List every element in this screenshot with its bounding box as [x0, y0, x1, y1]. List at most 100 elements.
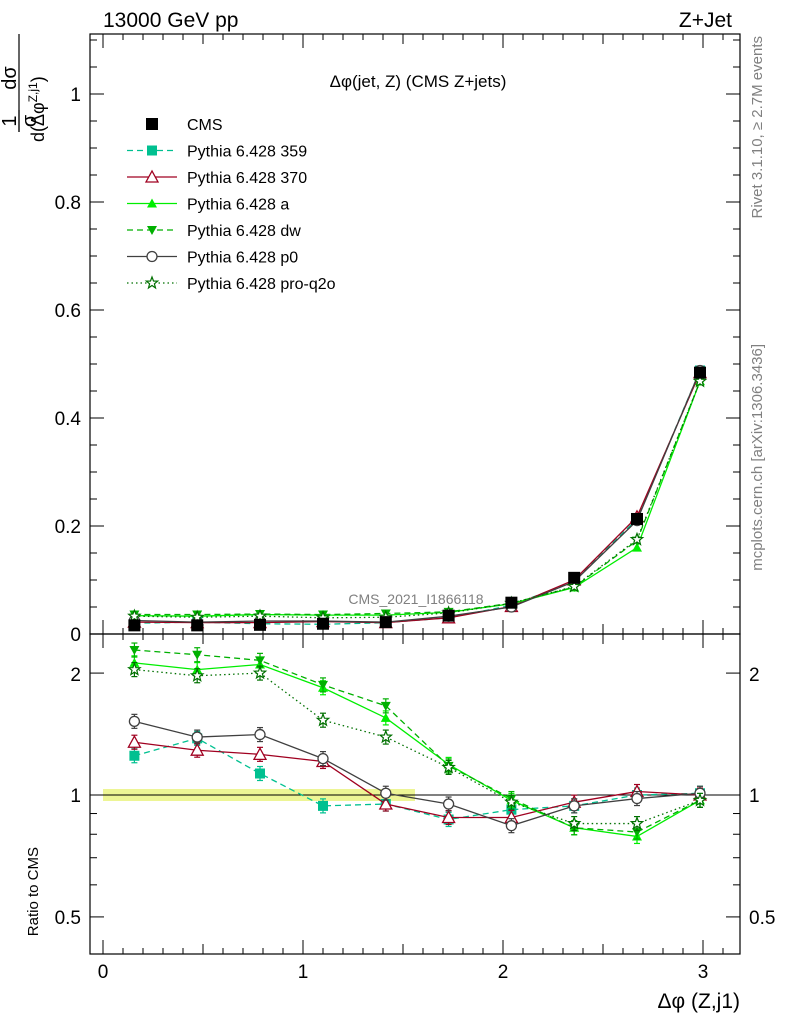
x-axis-label: Δφ (Z,j1) [658, 990, 740, 1013]
legend-marker [147, 145, 157, 156]
ratio-point [380, 712, 391, 722]
ratio-y-axis-label: Ratio to CMS [25, 847, 42, 936]
analysis-watermark: CMS_2021_I1866118 [348, 591, 483, 607]
data-point [254, 618, 266, 631]
series-line [134, 381, 701, 619]
series-pythia-6-428-pro-q2o [127, 373, 708, 625]
top-panel-title: Δφ(jet, Z) (CMS Z+jets) [330, 72, 507, 91]
ratio-series-pythia-6-428-359 [129, 730, 705, 828]
mcplots-label: mcplots.cern.ch [arXiv:1306.3436] [749, 344, 766, 571]
ratio-point [191, 731, 203, 743]
legend-marker [146, 250, 158, 263]
data-point [631, 512, 643, 525]
legend-marker [147, 226, 157, 235]
ylabel-one: 1 [0, 115, 21, 126]
ratio-point [315, 712, 331, 727]
ratio-point [127, 734, 142, 748]
ratio-point [127, 661, 142, 676]
ratio-series-line [134, 668, 701, 825]
ratio-point [255, 768, 265, 779]
series-line [134, 381, 701, 617]
ratio-point [378, 796, 393, 810]
ratio-y-tick-labels: 0.5 1 2 0.5 1 2 [55, 665, 776, 929]
data-point [566, 578, 582, 593]
data-point [505, 596, 518, 609]
ratio-point [380, 787, 392, 799]
data-point [442, 609, 455, 622]
ylabel-sigma: σ [19, 114, 41, 127]
data-point [692, 373, 708, 388]
ratio-point [129, 750, 140, 761]
ratio-ytick-label-right-1: 1 [749, 786, 760, 807]
ratio-point [254, 728, 266, 741]
legend-marker [146, 118, 158, 130]
top-ytick-label-4: 0.8 [55, 193, 81, 214]
ratio-series-line [134, 649, 701, 833]
ratio-series-line [134, 720, 701, 827]
ratio-point [629, 815, 645, 830]
legend-entry-pythia-6-428-359: Pythia 6.428 359 [127, 144, 307, 161]
series-line [134, 372, 701, 624]
ratio-ytick-label-left-0: 0.5 [55, 908, 81, 929]
ratio-point [128, 715, 141, 728]
ratio-point [441, 810, 456, 824]
legend-entry-pythia-6-428-370: Pythia 6.428 370 [127, 169, 307, 187]
top-ytick-label-2: 0.4 [55, 409, 82, 430]
data-point [379, 616, 392, 629]
header-right: Z+Jet [679, 9, 732, 32]
ratio-series-pythia-6-428-p0 [128, 713, 706, 834]
top-ytick-label-5: 1 [70, 85, 81, 106]
series-line [134, 370, 701, 623]
ratio-panel-series [127, 642, 708, 845]
ratio-series-pythia-6-428-pro-q2o [127, 661, 708, 832]
ylabel-den-main: d(Δφ [28, 102, 48, 142]
ratio-point [380, 701, 391, 711]
ratio-ytick-label-right-2: 2 [749, 665, 760, 686]
ratio-point [566, 815, 582, 830]
ratio-point [252, 746, 268, 760]
xtick-label-1: 1 [298, 962, 309, 983]
data-point [127, 608, 142, 623]
series-pythia-6-428-370 [127, 365, 708, 629]
ratio-point [252, 665, 268, 680]
legend-label: Pythia 6.428 359 [187, 144, 307, 161]
data-point [317, 617, 329, 630]
rivet-label: Rivet 3.1.10, ≥ 2.7M events [749, 36, 766, 219]
top-ytick-label-0: 0 [70, 625, 81, 646]
ratio-point [504, 794, 519, 809]
legend-label: Pythia 6.428 p0 [187, 250, 298, 267]
ratio-series-line [134, 662, 701, 838]
ratio-point [441, 759, 456, 774]
ratio-point [129, 646, 140, 656]
ratio-point [317, 752, 329, 765]
ylabel-den-close: ) [28, 76, 48, 82]
ratio-ytick-label-left-2: 2 [70, 665, 81, 686]
ratio-point [318, 680, 328, 690]
data-point [632, 542, 642, 552]
legend: CMS Pythia 6.428 359 Pythia 6.428 370 Pythi… [127, 117, 336, 293]
legend-label: Pythia 6.428 pro-q2o [187, 276, 336, 293]
series-pythia-6-428-dw [129, 377, 705, 620]
top-y-axis-label: 1 σ dσ d(ΔφZ,j1) [0, 34, 48, 142]
ratio-point [192, 650, 203, 660]
data-point [568, 571, 581, 584]
ylabel-den: d(ΔφZ,j1) [26, 76, 48, 142]
xtick-label-2: 2 [498, 962, 509, 983]
legend-entry-cms: CMS [146, 117, 223, 134]
legend-entry-pythia-6-428-p0: Pythia 6.428 p0 [127, 250, 298, 267]
x-tick-labels: 0 1 2 3 [98, 962, 709, 983]
legend-marker [144, 275, 160, 290]
ratio-point [255, 656, 265, 666]
top-ytick-label-1: 0.2 [55, 517, 81, 538]
data-point [694, 366, 706, 379]
xtick-label-0: 0 [98, 962, 109, 983]
ratio-point [189, 667, 205, 682]
top-y-tick-labels: 0 0.2 0.4 0.6 0.8 1 [55, 85, 82, 646]
ratio-point [318, 800, 328, 811]
series-line [134, 370, 701, 625]
axis-ticks [90, 34, 740, 954]
ratio-point [190, 742, 205, 756]
legend-label: CMS [187, 117, 223, 134]
legend-label: Pythia 6.428 dw [187, 223, 301, 240]
ratio-point [568, 800, 580, 812]
